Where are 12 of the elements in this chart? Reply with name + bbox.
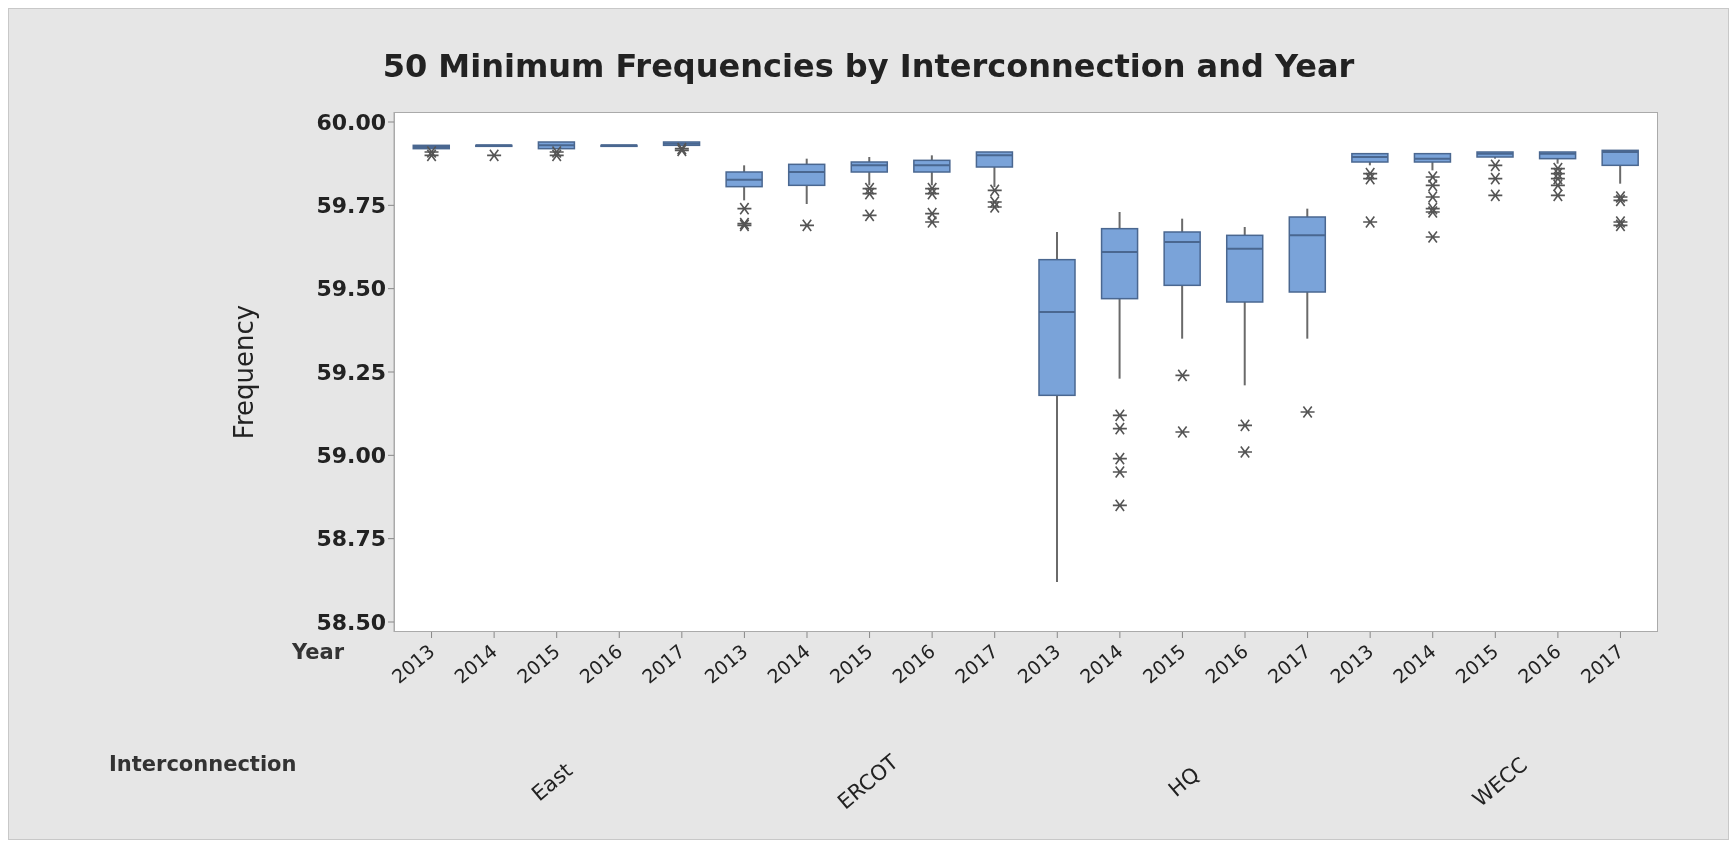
text: Interconnection <box>109 752 297 776</box>
x-axis-title: Year <box>291 640 344 664</box>
y-tick-label: 59.75 <box>316 193 386 219</box>
y-tick-label: 58.50 <box>316 609 386 635</box>
text: HQ <box>1163 762 1205 802</box>
y-tick-label: 59.25 <box>316 359 386 385</box>
chart-title: 50 Minimum Frequencies by Interconnection and Year <box>381 47 1356 85</box>
y-tick-label: 59.00 <box>316 443 386 469</box>
y-axis-title: Frequency <box>229 304 259 440</box>
y-tick-label: 58.75 <box>316 526 386 552</box>
y-tick-label: 60.00 <box>316 109 386 135</box>
y-tick-label: 59.50 <box>316 276 386 302</box>
